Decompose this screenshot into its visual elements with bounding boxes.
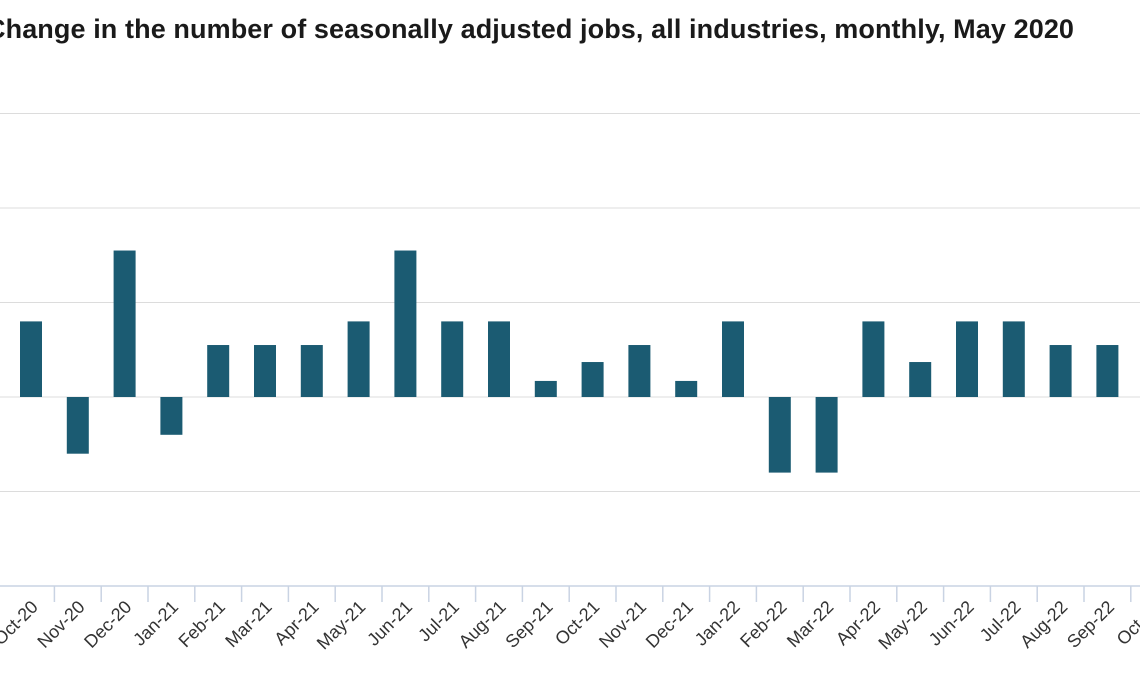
x-tick-label: Nov-21 xyxy=(595,597,650,652)
x-tick-label: May-21 xyxy=(313,597,370,654)
x-tick-label: Jun-21 xyxy=(363,597,416,650)
bar-aug-22 xyxy=(1049,345,1072,397)
x-tick-label: Oct-21 xyxy=(551,597,603,649)
x-tick-label: Jan-21 xyxy=(129,597,182,650)
x-tick-label: Sep-21 xyxy=(501,597,556,652)
x-tick-label: Oct-22 xyxy=(1113,597,1140,649)
x-tick-label: Feb-21 xyxy=(175,597,229,651)
x-tick-label: Mar-22 xyxy=(783,597,837,651)
x-tick-label: Mar-21 xyxy=(221,597,275,651)
bar-mar-21 xyxy=(254,345,276,397)
x-tick-label: Nov-20 xyxy=(33,597,88,652)
bar-dec-21 xyxy=(675,380,698,397)
x-tick-label: Aug-21 xyxy=(455,597,510,652)
bar-feb-21 xyxy=(207,345,230,397)
bar-apr-21 xyxy=(300,345,323,397)
bar-mar-22 xyxy=(815,397,838,473)
bar-oct-21 xyxy=(581,362,604,397)
bar-jun-21 xyxy=(394,250,417,397)
x-tick-label: Feb-22 xyxy=(736,597,790,651)
bar-aug-21 xyxy=(488,321,510,397)
bar-jun-22 xyxy=(956,321,978,397)
chart-title: Change in the number of seasonally adjus… xyxy=(0,14,1075,44)
bar-jan-21 xyxy=(160,397,183,435)
x-tick-label: Aug-22 xyxy=(1016,597,1071,652)
bar-sep-21 xyxy=(534,380,557,397)
x-tick-label: Jan-22 xyxy=(691,597,744,650)
bar-jan-22 xyxy=(722,321,744,397)
bar-nov-21 xyxy=(628,345,651,397)
bar-may-22 xyxy=(909,362,932,397)
x-tick-label: Dec-20 xyxy=(80,597,135,652)
bar-oct-20 xyxy=(20,321,42,397)
bar-apr-22 xyxy=(862,321,885,397)
bars xyxy=(20,250,1119,473)
bar-nov-20 xyxy=(66,397,89,454)
x-tick-label: Dec-21 xyxy=(642,597,697,652)
bar-jul-21 xyxy=(441,321,464,397)
gridlines xyxy=(0,113,1140,492)
x-tick-label: Sep-22 xyxy=(1063,597,1118,652)
bar-feb-22 xyxy=(768,397,791,473)
bar-sep-22 xyxy=(1096,345,1119,397)
bar-may-21 xyxy=(347,321,370,397)
bar-dec-20 xyxy=(113,250,136,397)
x-axis: Oct-20Nov-20Dec-20Jan-21Feb-21Mar-21Apr-… xyxy=(0,585,1140,654)
x-tick-label: Jun-22 xyxy=(925,597,978,650)
x-tick-label: May-22 xyxy=(874,597,931,654)
bar-jul-22 xyxy=(1002,321,1025,397)
